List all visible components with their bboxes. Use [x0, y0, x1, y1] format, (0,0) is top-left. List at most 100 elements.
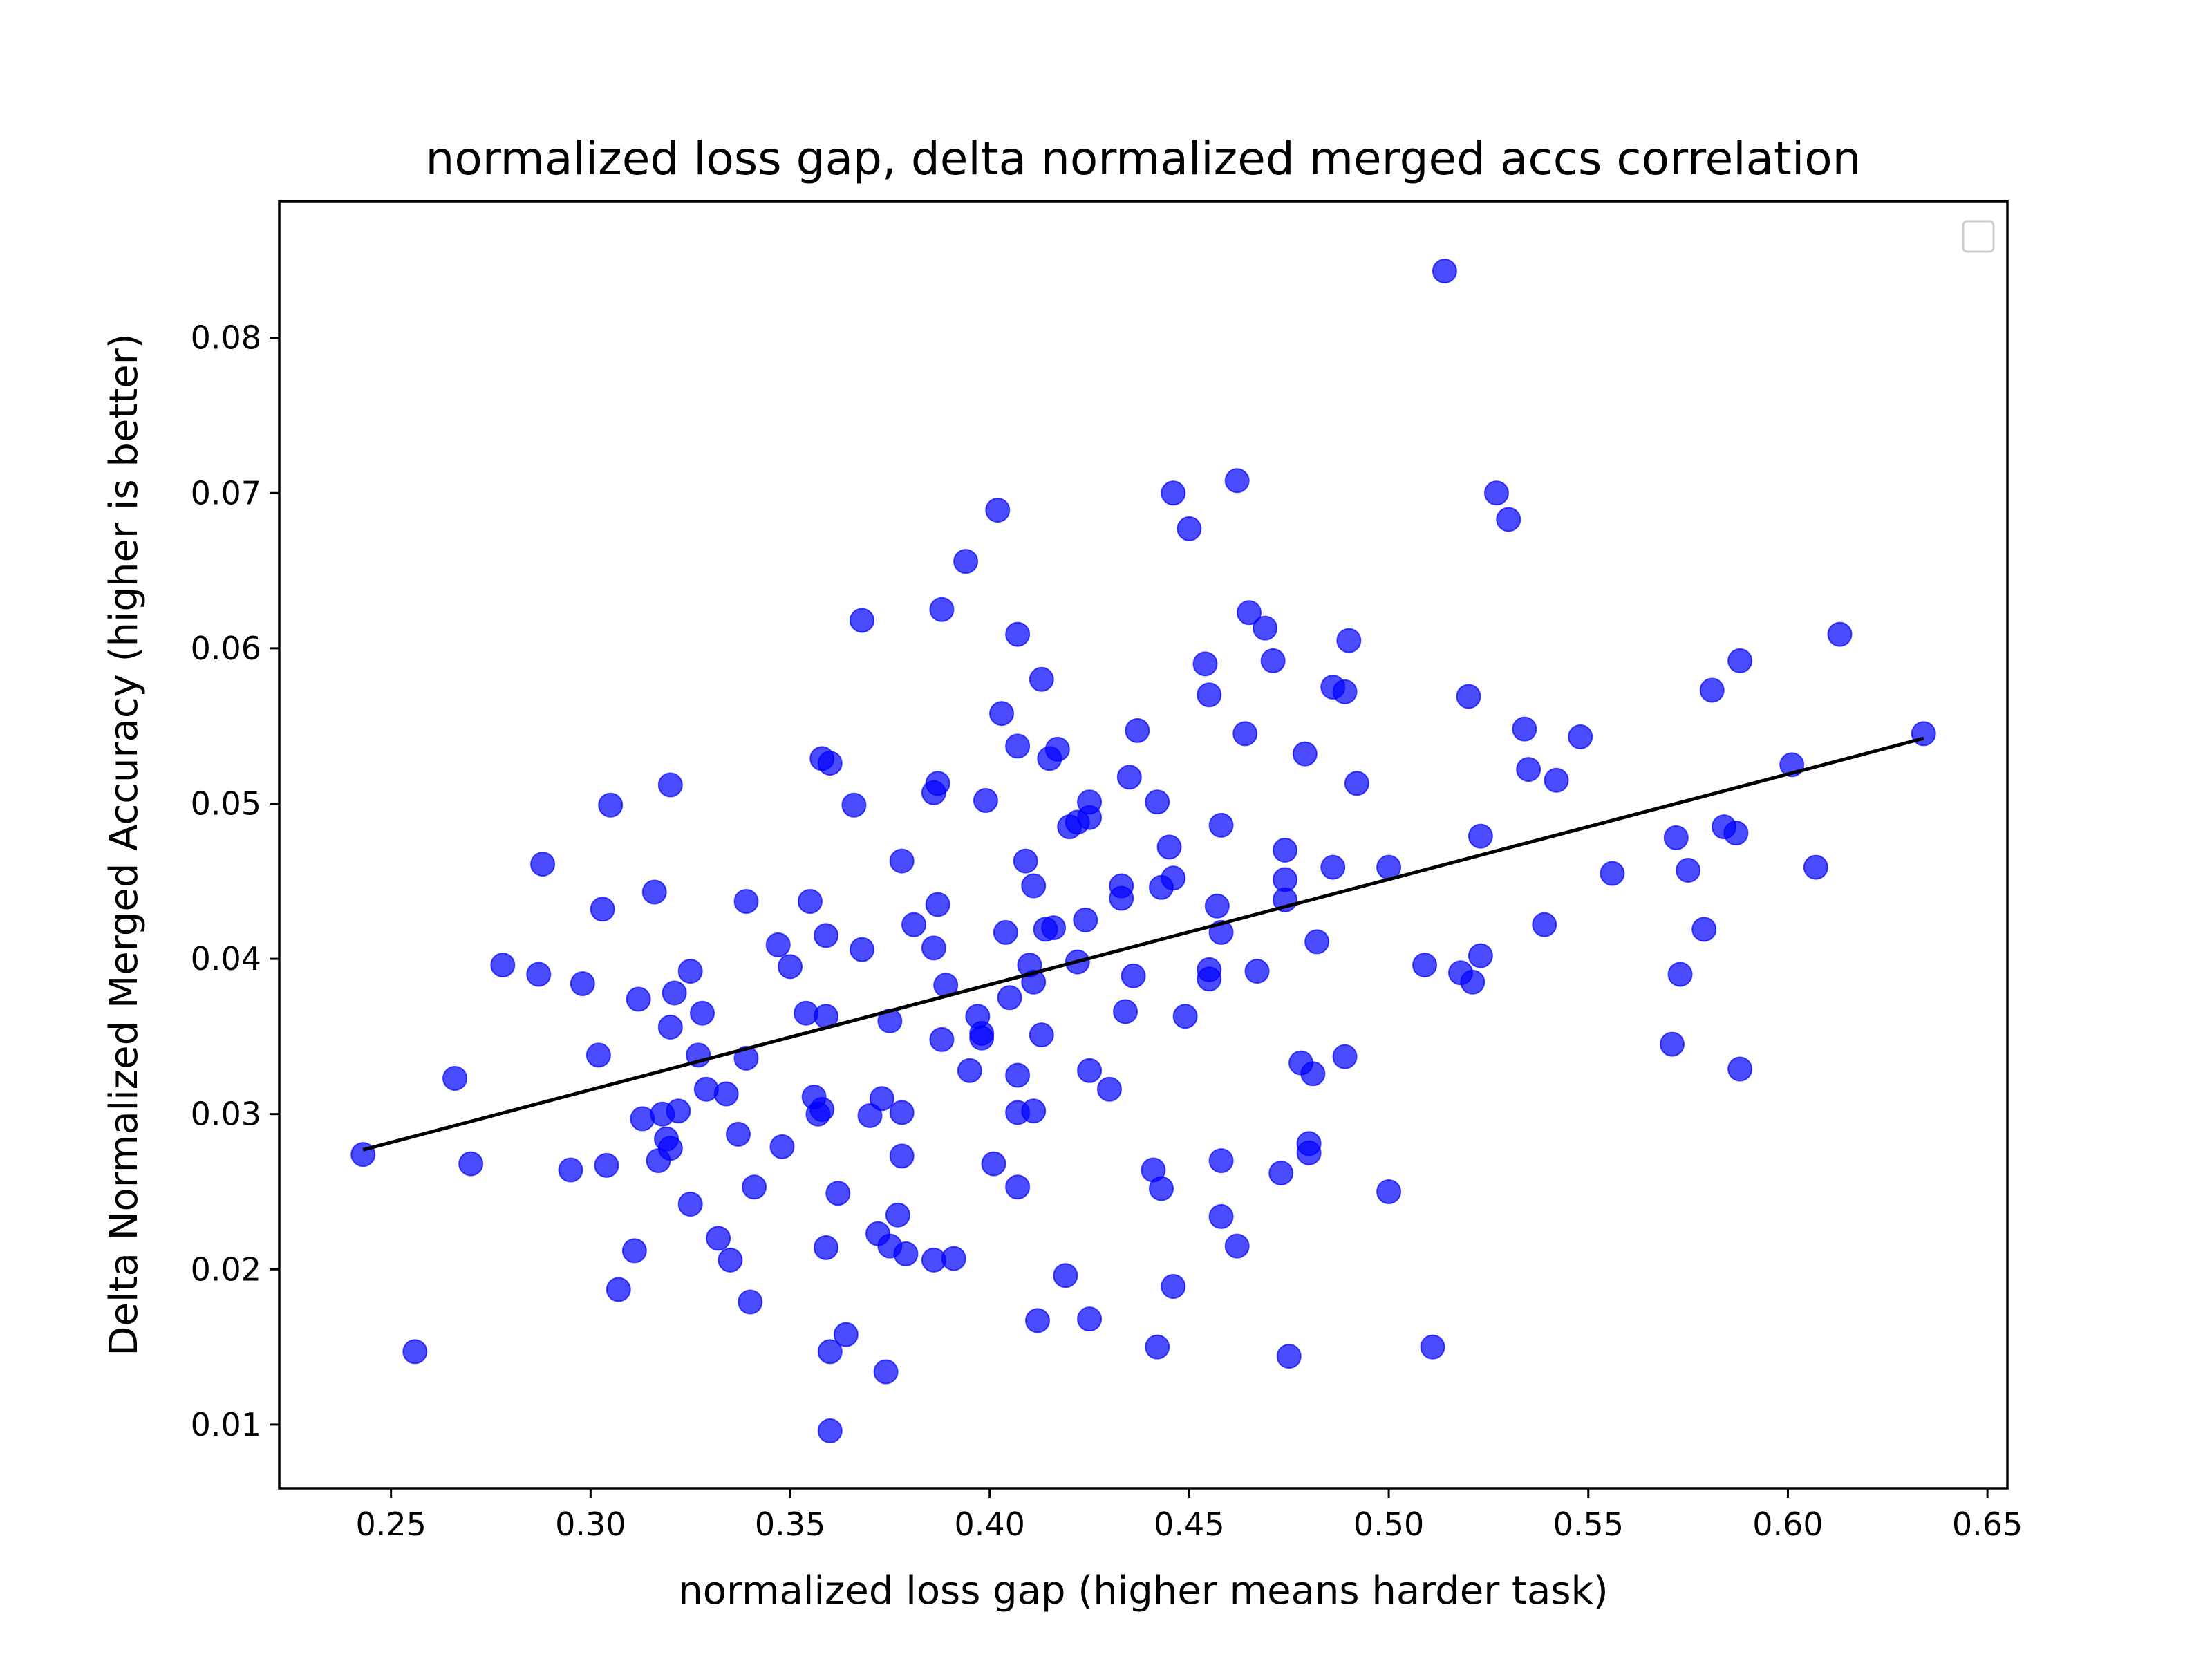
data-point	[953, 549, 979, 574]
data-point	[1296, 1131, 1322, 1156]
data-point	[841, 792, 867, 818]
data-point	[1827, 621, 1853, 647]
data-point	[1224, 1233, 1250, 1259]
data-point	[1005, 1174, 1031, 1200]
x-tick-label: 0.40	[955, 1506, 1025, 1543]
data-point	[662, 980, 687, 1006]
data-point	[1161, 480, 1186, 506]
data-point	[606, 1277, 631, 1302]
data-point	[742, 1174, 767, 1200]
data-point	[1468, 943, 1493, 968]
data-point	[1053, 1263, 1078, 1288]
data-point	[1496, 507, 1521, 532]
data-point	[981, 1151, 1006, 1177]
data-point	[1691, 917, 1717, 942]
data-point	[1044, 736, 1070, 762]
data-point	[585, 1042, 611, 1068]
data-point	[989, 701, 1015, 727]
data-point	[921, 935, 946, 961]
data-point	[1029, 666, 1054, 692]
y-tick-label: 0.01	[191, 1406, 261, 1443]
data-point	[925, 892, 950, 917]
data-point	[817, 751, 843, 776]
x-tick-label: 0.65	[1952, 1506, 2023, 1543]
data-point	[1456, 684, 1481, 709]
y-tick-label: 0.06	[191, 630, 261, 667]
data-point	[1432, 259, 1457, 284]
data-point	[594, 1152, 619, 1178]
y-tick-label: 0.04	[191, 940, 261, 977]
data-point	[1292, 741, 1318, 767]
data-point	[1667, 962, 1693, 987]
data-point	[1192, 651, 1218, 677]
data-point	[1276, 1344, 1302, 1369]
data-point	[1021, 873, 1047, 899]
data-point	[677, 959, 703, 984]
data-point	[1177, 516, 1202, 541]
data-point	[1803, 854, 1828, 880]
data-point	[490, 953, 516, 978]
data-point	[1344, 771, 1369, 796]
data-point	[869, 1086, 894, 1112]
data-point	[1077, 789, 1103, 815]
data-point	[1332, 1044, 1358, 1069]
data-point	[969, 1025, 995, 1051]
data-point	[817, 1339, 843, 1365]
data-point	[1512, 716, 1537, 742]
data-point	[765, 932, 791, 957]
data-point	[590, 897, 615, 922]
data-point	[1116, 765, 1142, 790]
data-point	[1005, 621, 1031, 647]
data-point	[1723, 821, 1749, 846]
data-point	[1161, 865, 1186, 891]
data-point	[813, 923, 838, 948]
x-axis-label: normalized loss gap (higher means harder…	[678, 1568, 1609, 1613]
x-tick-label: 0.45	[1154, 1506, 1224, 1543]
data-point	[849, 937, 874, 962]
data-point	[1727, 1056, 1753, 1082]
data-point	[733, 1045, 759, 1071]
data-point	[813, 1235, 838, 1260]
data-point	[1420, 1334, 1445, 1360]
data-point	[1300, 1061, 1326, 1087]
data-point	[1077, 1306, 1103, 1332]
data-point	[885, 1202, 910, 1228]
data-point	[857, 1103, 883, 1128]
data-point	[1336, 628, 1362, 653]
data-point	[626, 986, 651, 1012]
data-point	[1148, 1176, 1174, 1201]
data-point	[1208, 1148, 1234, 1174]
data-point	[690, 1000, 715, 1026]
data-point	[1412, 953, 1438, 978]
data-point	[929, 1027, 955, 1052]
data-point	[621, 1238, 647, 1264]
data-point	[713, 1081, 739, 1107]
data-point	[809, 1096, 835, 1122]
trend-line	[362, 736, 1924, 1152]
data-point	[901, 912, 927, 937]
data-point	[973, 787, 998, 813]
data-point	[1161, 1274, 1186, 1300]
y-axis-label: Delta Normalized Merged Accuracy (higher…	[102, 333, 147, 1356]
data-point	[889, 1100, 915, 1125]
data-point	[657, 1014, 683, 1040]
data-point	[725, 1121, 751, 1147]
data-point	[797, 888, 823, 914]
x-tick-label: 0.50	[1353, 1506, 1424, 1543]
data-point	[769, 1134, 795, 1159]
data-point	[530, 852, 556, 877]
chart-title: normalized loss gap, delta normalized me…	[425, 132, 1861, 185]
data-point	[1532, 912, 1557, 937]
data-point	[402, 1339, 428, 1365]
data-point	[1260, 648, 1286, 673]
data-point	[1208, 1203, 1234, 1229]
data-point	[1172, 1004, 1198, 1029]
data-point	[677, 1191, 703, 1217]
data-point	[1156, 834, 1182, 860]
data-point	[1145, 789, 1170, 815]
data-point	[825, 1181, 851, 1206]
y-axis-ticks: 0.01 0.02 0.03 0.04 0.05 0.06 0.07 0.08	[191, 319, 279, 1443]
plot-area-frame	[278, 200, 2009, 1490]
data-point	[1208, 812, 1234, 838]
